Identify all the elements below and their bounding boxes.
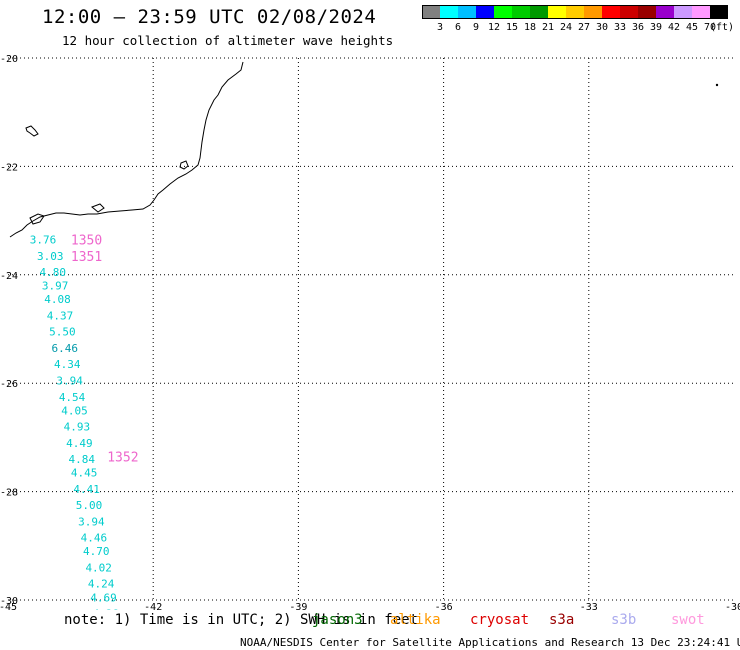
pass-number-label: 1352 (107, 450, 138, 465)
lon-label: -45 (0, 602, 17, 610)
lon-label: -36 (435, 602, 453, 610)
colorbar-tick-label: 27 (577, 22, 591, 33)
colorbar-swatch (656, 5, 674, 19)
colorbar-swatch (458, 5, 476, 19)
satellite-legend-item: cryosat (470, 612, 530, 628)
wave-height-value: 4.05 (61, 404, 88, 417)
lat-label: -30 (0, 596, 18, 607)
colorbar-swatch (422, 5, 440, 19)
page-title: 12:00 – 23:59 UTC 02/08/2024 (42, 6, 377, 28)
colorbar-tick-label: 15 (505, 22, 519, 33)
wave-height-value: 4.84 (69, 453, 96, 466)
wave-height-value: 3.97 (42, 280, 69, 293)
colorbar-swatch (512, 5, 530, 19)
lon-label: -30 (725, 602, 740, 610)
island-dot (715, 83, 719, 87)
colorbar-swatch (494, 5, 512, 19)
coastline-bay (91, 203, 105, 213)
wave-height-value: 4.02 (85, 561, 112, 574)
wave-height-value: 6.46 (52, 342, 78, 355)
credit-line: NOAA/NESDIS Center for Satellite Applica… (240, 636, 740, 649)
lon-label: -42 (144, 602, 162, 610)
satellite-legend-item: s3a (549, 612, 575, 628)
wave-height-value: 5.50 (49, 326, 76, 339)
coastline-island-small (179, 160, 189, 170)
colorbar-tick-label: 24 (559, 22, 573, 33)
pass-number-label: 1350 (71, 234, 102, 249)
colorbar-frame (422, 5, 728, 19)
legend-note-row: note: 1) Time is in UTC; 2) SWH is in fe… (0, 612, 740, 632)
coastline (9, 61, 719, 238)
colorbar-tick-label: 39 (649, 22, 663, 33)
wave-height-value: 4.37 (47, 309, 74, 322)
colorbar-tick-label: 30 (595, 22, 609, 33)
satellite-legend-item: s3b (611, 612, 637, 628)
colorbar-tick-label: 21 (541, 22, 555, 33)
page-subtitle: 12 hour collection of altimeter wave hei… (62, 33, 394, 48)
wave-height-value: 4.49 (66, 437, 93, 450)
wave-height-value: 3.03 (37, 250, 64, 263)
coastline-inlet (29, 213, 45, 225)
wave-height-value: 4.45 (71, 467, 98, 480)
coastline-island-north (25, 125, 39, 137)
wave-height-value: 4.28 (93, 608, 120, 610)
map-grid: -20-22-24-26-28-30-45-42-39-36-33-30 (0, 54, 740, 610)
wave-height-value: 4.24 (88, 578, 115, 591)
lat-label: -22 (0, 162, 18, 173)
colorbar-tick-label: 36 (631, 22, 645, 33)
colorbar-tick-label: 12 (487, 22, 501, 33)
colorbar-tick-label: 70 (703, 22, 717, 33)
colorbar-swatch (530, 5, 548, 19)
lon-label: -39 (289, 602, 307, 610)
colorbar-swatch (566, 5, 584, 19)
colorbar-tick-label: 33 (613, 22, 627, 33)
lat-label: -26 (0, 379, 18, 390)
lat-label: -20 (0, 54, 18, 65)
colorbar-swatch (548, 5, 566, 19)
colorbar-tick-label: 6 (454, 22, 462, 33)
colorbar-swatch (638, 5, 656, 19)
colorbar-swatch (692, 5, 710, 19)
colorbar-swatch (674, 5, 692, 19)
wave-height-value: 4.46 (81, 532, 108, 545)
colorbar-tick-label: 18 (523, 22, 537, 33)
satellite-legend-item: swot (671, 612, 705, 628)
wave-height-value: 4.69 (90, 591, 117, 604)
wave-height-value: 4.41 (73, 483, 100, 496)
wave-height-value: 4.54 (59, 391, 86, 404)
lat-label: -24 (0, 271, 18, 282)
units-note: note: 1) Time is in UTC; 2) SWH is in fe… (64, 612, 419, 628)
wave-height-value: 3.76 (30, 234, 56, 247)
pass-number-label: 1351 (71, 250, 102, 265)
lon-label: -33 (580, 602, 598, 610)
observations-layer: 3.76 3.03 4.803.974.08 4.37 5.50 6.46 4.34 3.94… (30, 234, 139, 610)
colorbar-tick-label: 9 (472, 22, 480, 33)
satellite-legend-item: jason3 (312, 612, 363, 628)
colorbar-swatch (476, 5, 494, 19)
coastline-brazil (9, 61, 244, 238)
satellite-legend-item: altika (390, 612, 441, 628)
colorbar-swatch (620, 5, 638, 19)
wave-height-value: 4.93 (64, 421, 91, 434)
wave-height-value: 4.80 (39, 266, 66, 279)
colorbar-swatch (584, 5, 602, 19)
wave-height-value: 4.08 (44, 293, 71, 306)
wave-height-value: 4.70 (83, 545, 110, 558)
colorbar-unit: (ft) (709, 22, 735, 33)
wave-height-map: -20-22-24-26-28-30-45-42-39-36-33-30 3.7… (0, 54, 740, 610)
colorbar-tick-label: 45 (685, 22, 699, 33)
wave-height-value: 5.00 (76, 499, 103, 512)
colorbar-tick-label: 3 (436, 22, 444, 33)
wave-height-value: 3.94 (78, 515, 105, 528)
colorbar-swatch (440, 5, 458, 19)
wave-height-value: 3.94 (56, 374, 83, 387)
wave-height-value: 4.34 (54, 358, 81, 371)
lat-label: -28 (0, 488, 18, 499)
colorbar-swatch (602, 5, 620, 19)
colorbar-swatch (710, 5, 728, 19)
colorbar-tick-label: 42 (667, 22, 681, 33)
